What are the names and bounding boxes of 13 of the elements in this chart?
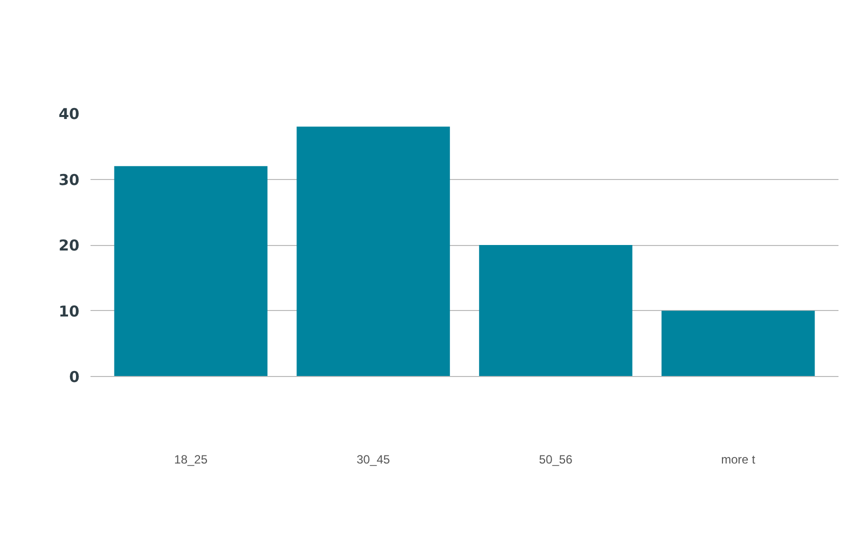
x-tick-label: 18_25 bbox=[174, 452, 208, 466]
y-tick-label: 10 bbox=[58, 302, 80, 320]
bar bbox=[662, 310, 815, 376]
y-tick-label: 0 bbox=[69, 368, 80, 386]
bar bbox=[296, 126, 450, 376]
bar bbox=[479, 245, 632, 376]
bar bbox=[114, 166, 268, 376]
x-tick-label: 50_56 bbox=[539, 452, 573, 466]
y-tick-label: 20 bbox=[58, 236, 80, 254]
y-tick-label: 40 bbox=[58, 105, 80, 123]
y-tick-label: 30 bbox=[58, 170, 80, 189]
x-tick-label: more t bbox=[721, 452, 756, 466]
x-tick-label: 30_45 bbox=[356, 452, 390, 466]
